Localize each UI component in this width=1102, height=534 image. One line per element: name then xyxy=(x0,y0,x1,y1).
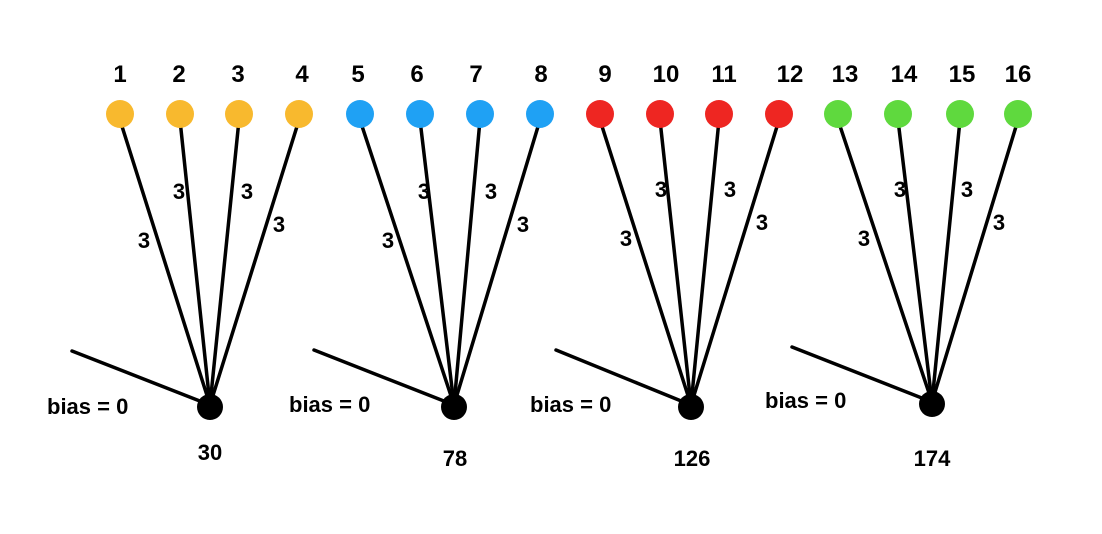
output-value-label: 126 xyxy=(674,446,711,471)
weight-label: 3 xyxy=(173,179,185,204)
input-label: 6 xyxy=(410,61,423,88)
weight-label: 3 xyxy=(620,226,632,251)
input-label: 9 xyxy=(598,61,611,88)
edge-2 xyxy=(418,118,456,407)
edge-3 xyxy=(930,118,962,404)
edge-3 xyxy=(208,118,241,407)
edge-3 xyxy=(689,118,721,407)
edge-2 xyxy=(658,118,693,407)
weight-label: 3 xyxy=(858,226,870,251)
edge-1 xyxy=(598,118,693,407)
weight-label: 3 xyxy=(517,212,529,237)
input-label: 12 xyxy=(777,61,804,88)
input-node-9 xyxy=(586,100,614,128)
weight-label: 3 xyxy=(655,177,667,202)
output-value-label: 78 xyxy=(443,446,467,471)
bias-label: bias = 0 xyxy=(289,392,370,417)
weight-label: 3 xyxy=(382,228,394,253)
input-node-12 xyxy=(765,100,793,128)
output-node xyxy=(197,394,223,420)
weight-label: 3 xyxy=(724,177,736,202)
input-node-1 xyxy=(106,100,134,128)
edge-1 xyxy=(118,118,212,407)
input-label: 8 xyxy=(534,61,547,88)
input-node-11 xyxy=(705,100,733,128)
bias-edge xyxy=(70,349,212,407)
input-node-14 xyxy=(884,100,912,128)
output-node xyxy=(919,391,945,417)
bias-edge xyxy=(554,348,693,407)
edge-1 xyxy=(836,118,934,404)
bias-label: bias = 0 xyxy=(47,394,128,419)
edge-4 xyxy=(930,118,1020,404)
input-label: 4 xyxy=(295,61,309,88)
output-node xyxy=(678,394,704,420)
bias-label: bias = 0 xyxy=(765,388,846,413)
weight-label: 3 xyxy=(894,177,906,202)
edge-1 xyxy=(358,118,456,407)
weight-label: 3 xyxy=(273,212,285,237)
edge-2 xyxy=(896,118,934,404)
edge-4 xyxy=(208,118,301,407)
edge-4 xyxy=(689,118,781,407)
input-label: 7 xyxy=(469,61,482,88)
weight-label: 3 xyxy=(485,179,497,204)
weight-label: 3 xyxy=(961,177,973,202)
input-label: 13 xyxy=(832,61,859,88)
input-node-10 xyxy=(646,100,674,128)
input-node-8 xyxy=(526,100,554,128)
neuron-group-4: 13 14 15 16 3 3 3 3 bias = 0 174 xyxy=(765,61,1032,471)
input-node-16 xyxy=(1004,100,1032,128)
bias-edge xyxy=(790,345,934,404)
input-label: 16 xyxy=(1005,61,1032,88)
edge-2 xyxy=(178,118,212,407)
input-node-13 xyxy=(824,100,852,128)
input-label: 15 xyxy=(949,61,976,88)
input-node-5 xyxy=(346,100,374,128)
input-label: 14 xyxy=(891,61,918,88)
weight-label: 3 xyxy=(138,228,150,253)
edge-3 xyxy=(452,118,482,407)
input-label: 2 xyxy=(172,61,185,88)
output-value-label: 30 xyxy=(198,440,222,465)
edge-4 xyxy=(452,118,542,407)
input-label: 10 xyxy=(653,61,680,88)
input-node-3 xyxy=(225,100,253,128)
input-node-2 xyxy=(166,100,194,128)
input-node-15 xyxy=(946,100,974,128)
input-label: 5 xyxy=(351,61,364,88)
bias-edge xyxy=(312,348,456,407)
output-value-label: 174 xyxy=(914,446,951,471)
weight-label: 3 xyxy=(418,179,430,204)
input-label: 3 xyxy=(231,61,244,88)
input-node-6 xyxy=(406,100,434,128)
weight-label: 3 xyxy=(756,210,768,235)
weight-label: 3 xyxy=(993,210,1005,235)
input-node-7 xyxy=(466,100,494,128)
output-node xyxy=(441,394,467,420)
input-node-4 xyxy=(285,100,313,128)
weight-label: 3 xyxy=(241,179,253,204)
neuron-group-1: 1 2 3 4 3 3 3 3 bias = 0 30 xyxy=(47,61,313,465)
neuron-group-2: 5 6 7 8 3 3 3 3 bias = 0 78 xyxy=(289,61,554,471)
input-label: 11 xyxy=(711,61,736,88)
bias-label: bias = 0 xyxy=(530,392,611,417)
input-label: 1 xyxy=(113,61,126,88)
neuron-group-3: 9 10 11 12 3 3 3 3 bias = 0 126 xyxy=(530,61,803,471)
